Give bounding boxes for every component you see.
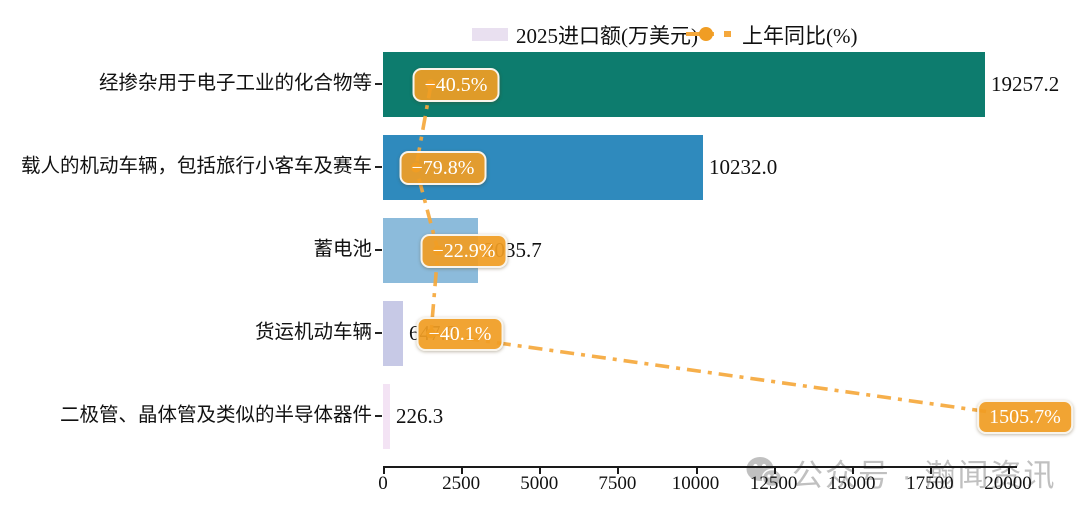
watermark-text: 公众号 · 瀚闻资讯 — [792, 458, 1057, 493]
legend-bar-label: 2025进口额(万美元) — [516, 24, 698, 48]
x-axis-tick — [617, 468, 620, 474]
category-label: 蓄电池 — [313, 239, 372, 260]
y-axis-tick — [375, 83, 382, 85]
x-axis-tick — [929, 468, 932, 474]
x-axis-line — [383, 466, 1017, 468]
category-label: 经掺杂用于电子工业的化合物等 — [98, 73, 372, 94]
x-axis-tick — [383, 468, 385, 474]
legend-bar-swatch — [472, 28, 508, 41]
bar-value-label: 19257.2 — [991, 72, 1060, 96]
x-axis-tick-label: 15000 — [828, 473, 876, 494]
bar-value-label: 226.3 — [396, 404, 444, 428]
watermark: 公众号 · 瀚闻资讯 — [744, 450, 1057, 495]
x-axis-tick — [461, 468, 464, 474]
x-axis-tick — [1008, 468, 1010, 474]
bar-import-value — [383, 384, 390, 449]
x-axis-tick-label: 10000 — [671, 473, 720, 494]
yoy-badge: −40.5% — [412, 67, 500, 102]
bar-value-label: 10232.0 — [709, 155, 778, 179]
x-axis-tick-label: 5000 — [520, 473, 559, 494]
x-axis-tick — [773, 468, 776, 474]
x-axis-tick-label: 12500 — [749, 473, 798, 494]
wechat-logo-icon — [746, 456, 783, 487]
legend-line-marker-icon — [686, 27, 731, 41]
bar-import-value — [383, 301, 403, 366]
y-axis-tick — [375, 249, 382, 251]
x-axis-tick-label: 0 — [378, 473, 388, 494]
yoy-badge: −22.9% — [420, 233, 508, 268]
category-label: 二极管、晶体管及类似的半导体器件 — [59, 405, 372, 426]
y-axis-tick — [375, 415, 382, 417]
x-axis-tick-label: 17500 — [906, 473, 954, 494]
yoy-badge: −79.8% — [399, 150, 487, 185]
x-axis-tick — [851, 468, 854, 474]
yoy-badge: 1505.7% — [977, 399, 1073, 434]
y-axis-tick — [375, 166, 382, 168]
category-label: 载人的机动车辆，包括旅行小客车及赛车 — [20, 156, 372, 177]
yoy-badge: −40.1% — [416, 316, 504, 351]
x-axis-tick-label: 20000 — [984, 473, 1032, 494]
y-axis-tick — [375, 332, 382, 334]
x-axis-tick — [539, 468, 542, 474]
category-label: 货运机动车辆 — [254, 322, 372, 343]
x-axis-tick-label: 7500 — [598, 473, 637, 494]
x-axis-tick-label: 2500 — [442, 473, 481, 494]
x-axis-tick — [695, 468, 698, 474]
legend-line-label: 上年同比(%) — [742, 24, 858, 48]
